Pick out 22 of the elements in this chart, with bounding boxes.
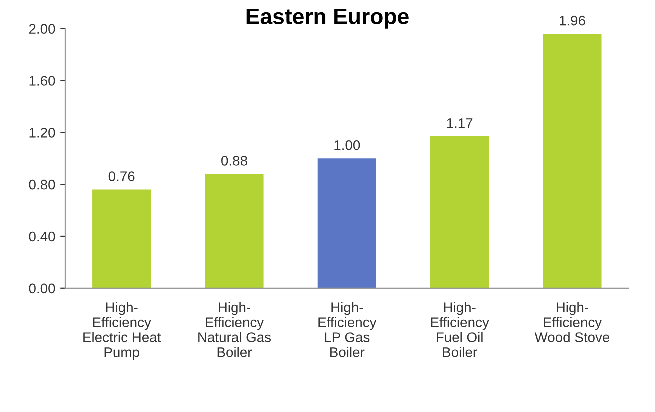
y-tick-label: 2.00 (29, 24, 56, 34)
x-tick-label: High- Efficiency Electric Heat Pump (84, 302, 162, 360)
bar (430, 136, 490, 288)
x-tick-label: High- Efficiency Fuel Oil Boiler (431, 302, 490, 358)
bar (92, 190, 152, 288)
x-tick-label: High- Efficiency Natural Gas Boiler (198, 302, 272, 358)
y-tick-label: 0.80 (29, 180, 56, 190)
y-tick-label: 1.60 (30, 76, 56, 86)
bar (543, 34, 602, 288)
data-label: 1.00 (334, 140, 360, 150)
bar (318, 158, 376, 288)
bar (205, 174, 264, 288)
x-tick-label: High- Efficiency Wood Stove (534, 302, 610, 342)
data-label: 0.76 (108, 172, 135, 182)
y-tick-label: 1.20 (30, 128, 56, 138)
x-tick-label: High- Efficiency LP Gas Boiler (318, 302, 377, 358)
y-tick-label: 0.40 (29, 232, 56, 242)
data-label: 1.96 (560, 16, 586, 26)
data-label: 0.88 (222, 156, 248, 166)
y-tick-label: 0.00 (29, 284, 56, 294)
data-label: 1.17 (447, 118, 473, 128)
chart-title: Eastern Europe (246, 9, 409, 29)
